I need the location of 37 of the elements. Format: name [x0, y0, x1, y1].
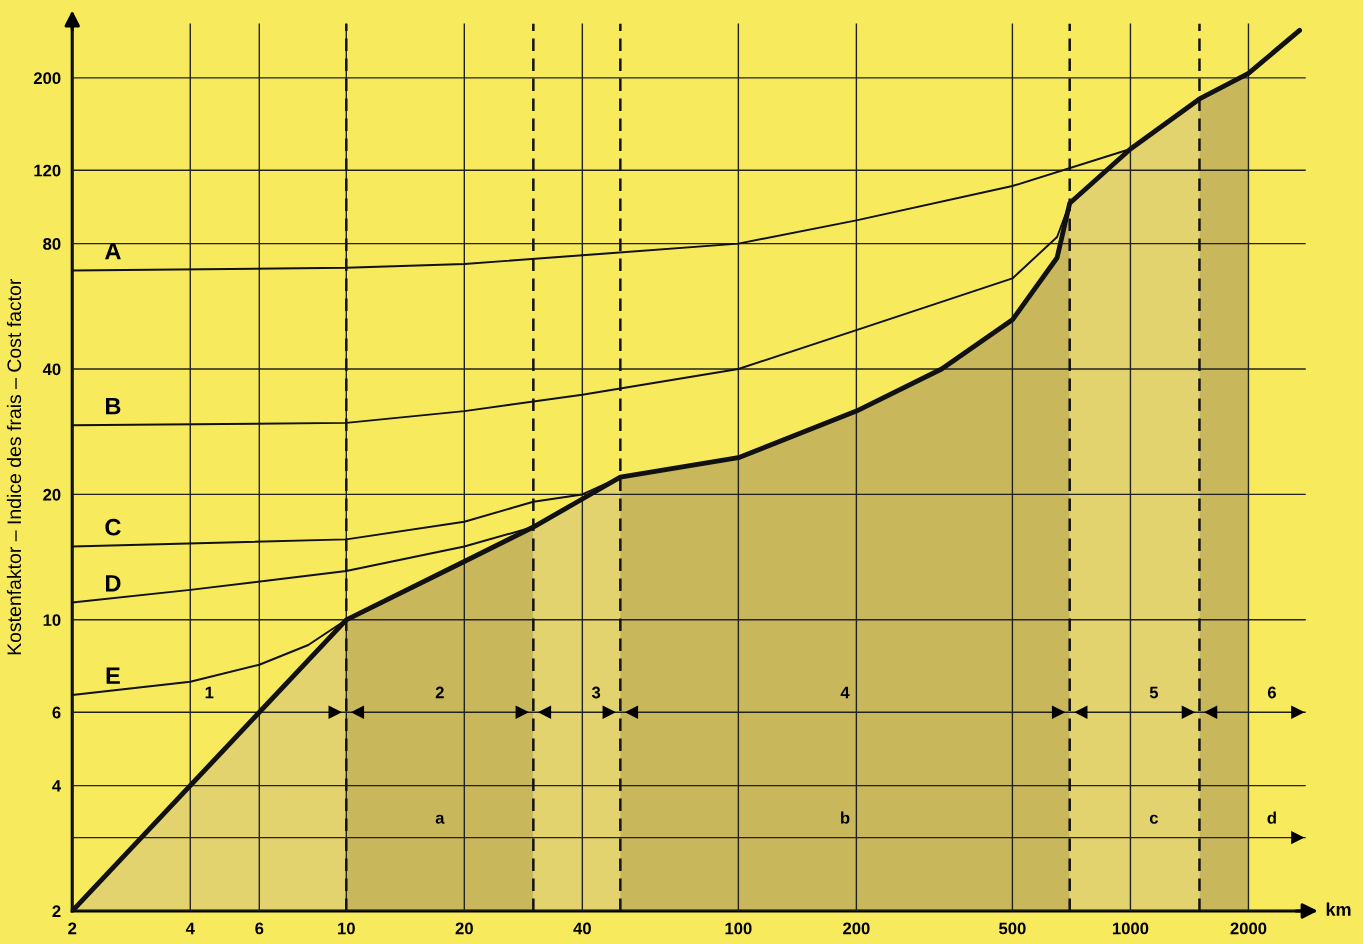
x-tick-label: 10: [338, 922, 355, 935]
y-tick-label: 200: [33, 72, 61, 85]
annotation: 3: [591, 686, 601, 699]
y-tick-label: 6: [52, 706, 61, 719]
annotation: 1: [205, 686, 214, 699]
y-tick-label: 20: [43, 488, 61, 501]
x-tick-label: 40: [573, 922, 591, 935]
x-axis-title: km: [1326, 902, 1351, 916]
x-tick-label: 20: [455, 922, 473, 935]
x-tick-label: 4: [185, 922, 195, 935]
series-label: B: [105, 397, 121, 415]
series-label: A: [105, 243, 121, 260]
annotation: c: [1149, 814, 1159, 824]
x-tick-label: 2000: [1230, 922, 1267, 935]
annotation: 4: [840, 686, 850, 699]
y-tick-label: 40: [42, 363, 61, 376]
annotation: 6: [1267, 686, 1276, 699]
y-tick-label: 4: [52, 780, 62, 792]
series-label: E: [106, 667, 120, 684]
y-tick-label: 2: [52, 905, 61, 917]
x-tick-label: 1000: [1112, 922, 1149, 935]
y-tick-label: 120: [34, 164, 61, 177]
annotation: a: [435, 814, 445, 824]
annotation: 2: [435, 686, 444, 699]
x-tick-label: 500: [999, 922, 1026, 935]
x-tick-label: 2: [68, 922, 77, 935]
annotation: d: [1267, 811, 1276, 824]
x-tick-label: 200: [843, 922, 870, 935]
x-tick-label: 100: [725, 922, 752, 935]
x-tick-label: 6: [255, 922, 264, 935]
y-tick-label: 80: [43, 238, 61, 250]
y-tick-label: 10: [43, 614, 61, 627]
annotation: b: [841, 811, 850, 824]
y-axis-title: Kostenfaktor – Indice des frais – Cost factor: [6, 278, 22, 655]
series-label: D: [105, 575, 121, 592]
annotation: 5: [1149, 686, 1159, 699]
series-label: C: [105, 518, 121, 536]
